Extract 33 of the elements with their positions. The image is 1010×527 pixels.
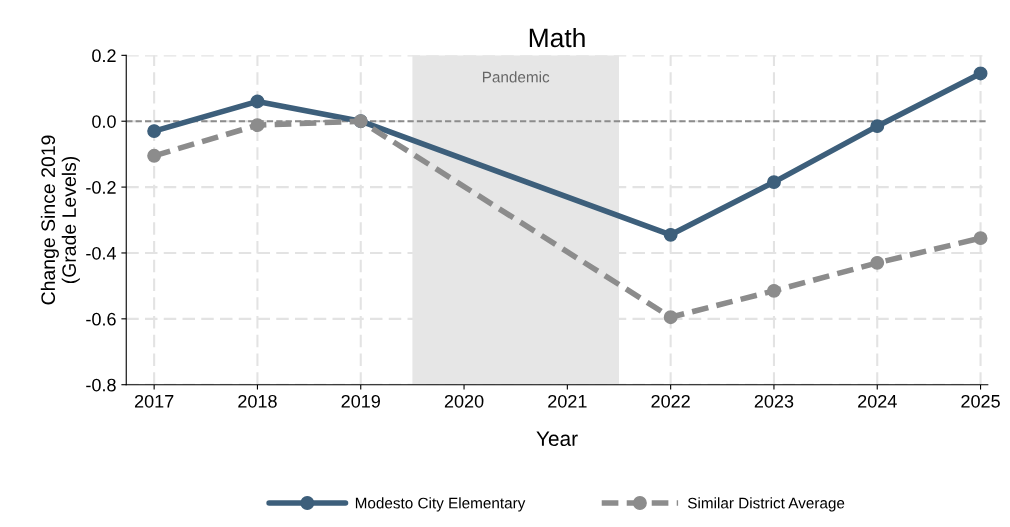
point (767, 283, 781, 298)
point (147, 124, 162, 139)
point (250, 118, 265, 133)
x-tick-label: 2017 (134, 394, 174, 408)
x-tick-label: 2021 (548, 394, 587, 408)
x-tick-label: 2024 (858, 394, 897, 408)
x-tick-label: 2023 (754, 394, 794, 408)
point (250, 94, 265, 109)
x-tick-label: 2020 (444, 394, 484, 408)
x-tick-label: 2018 (238, 394, 277, 408)
point (870, 119, 885, 134)
x-axis-title: Year (536, 431, 578, 447)
point (973, 231, 988, 246)
point (767, 175, 781, 190)
y-tick-label: -0.6 (86, 312, 116, 326)
point (663, 310, 678, 325)
point (663, 227, 678, 242)
x-tick-label: 2022 (651, 394, 690, 408)
legend-label: Modesto City Elementary (355, 497, 526, 512)
y-tick-label: -0.4 (86, 246, 116, 260)
point (870, 255, 885, 270)
x-tick-label: 2019 (341, 394, 380, 408)
x-tick-label: 2025 (961, 394, 1000, 408)
y-tick-label: 0.0 (92, 115, 116, 128)
y-tick-label: -0.2 (86, 181, 116, 194)
point (973, 66, 988, 81)
point (147, 148, 162, 163)
y-tick-label: 0.2 (92, 49, 116, 63)
y-axis-title: Change Since 2019 (Grade Levels) (40, 135, 80, 305)
y-tick-label: -0.8 (86, 378, 116, 392)
chart-title: Math (529, 27, 585, 48)
band-label: Pandemic (482, 71, 550, 83)
legend-label: Similar District Average (687, 497, 845, 512)
